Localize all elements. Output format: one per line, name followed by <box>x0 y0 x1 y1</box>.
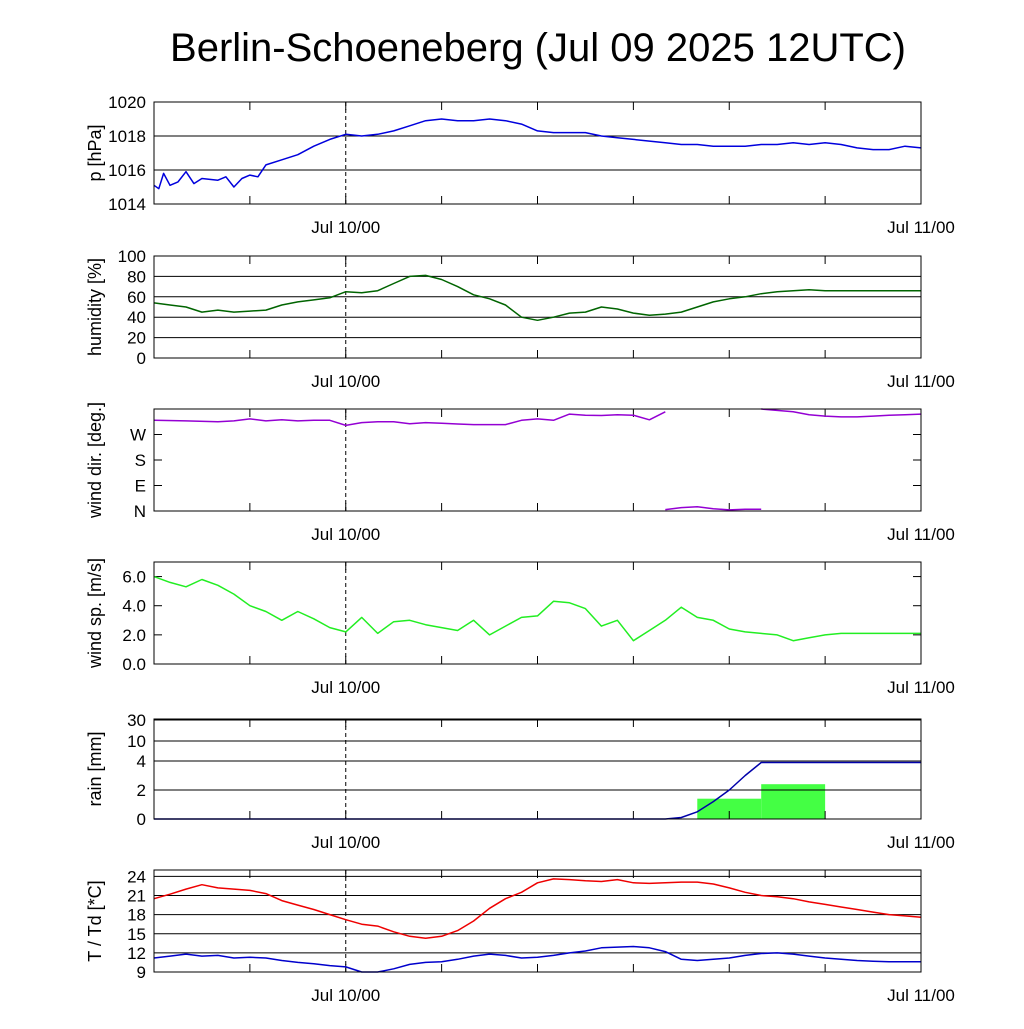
wind_dir-line <box>665 506 762 511</box>
y-tick-label: 0.0 <box>122 655 146 674</box>
x-tick-label: Jul 11/00 <box>887 372 955 391</box>
y-tick-label: 2.0 <box>122 626 146 645</box>
y-tick-label: 24 <box>127 867 146 886</box>
y-tick-label: 21 <box>127 887 146 906</box>
y-axis-label: wind sp. [m/s] <box>85 558 105 669</box>
y-tick-label: 0 <box>137 349 146 368</box>
y-tick-label: 30 <box>127 711 146 730</box>
rain-bar <box>761 784 826 819</box>
y-tick-label: 2 <box>137 781 146 800</box>
y-tick-label: 80 <box>127 267 146 286</box>
y-axis-label: wind dir. [deg.] <box>85 402 105 519</box>
x-tick-label: Jul 11/00 <box>887 833 955 852</box>
x-tick-label: Jul 10/00 <box>311 833 380 852</box>
temperature-line <box>153 878 922 939</box>
panel-frame <box>153 408 922 512</box>
y-tick-label: 15 <box>127 925 146 944</box>
y-tick-label: 1016 <box>108 161 146 180</box>
x-tick-label: Jul 11/00 <box>887 218 955 237</box>
y-tick-label: 0 <box>137 810 146 829</box>
x-tick-label: Jul 10/00 <box>311 525 380 544</box>
y-tick-label: 1020 <box>108 93 146 112</box>
wind_dir-line <box>761 408 922 418</box>
y-tick-label: 12 <box>127 944 146 963</box>
y-tick-label: 4 <box>137 752 146 771</box>
wind_dir-line <box>153 411 666 427</box>
x-tick-label: Jul 11/00 <box>887 986 955 1005</box>
y-axis-label: rain [mm] <box>85 731 105 806</box>
y-axis-label: p [hPa] <box>85 124 105 181</box>
y-tick-label: 1018 <box>108 127 146 146</box>
x-tick-label: Jul 10/00 <box>311 218 380 237</box>
pressure-line <box>153 118 922 190</box>
x-tick-label: Jul 11/00 <box>887 678 955 697</box>
y-tick-label: N <box>134 502 146 521</box>
rain-bar <box>697 798 762 819</box>
chart-title: Berlin-Schoeneberg (Jul 09 2025 12UTC) <box>170 26 906 70</box>
panel-frame <box>153 718 922 820</box>
y-tick-label: 10 <box>127 732 146 751</box>
y-tick-label: W <box>130 426 146 445</box>
y-tick-label: 60 <box>127 288 146 307</box>
wind_speed-line <box>153 575 921 642</box>
x-tick-label: Jul 10/00 <box>311 986 380 1005</box>
y-tick-label: 6.0 <box>122 568 146 587</box>
y-tick-label: 100 <box>118 247 146 266</box>
y-axis-label: humidity [%] <box>85 258 105 356</box>
x-tick-label: Jul 11/00 <box>887 525 955 544</box>
x-tick-label: Jul 10/00 <box>311 678 380 697</box>
panel-frame <box>153 869 922 973</box>
y-tick-label: 9 <box>137 963 146 982</box>
y-tick-label: 4.0 <box>122 597 146 616</box>
panel-frame <box>153 561 922 665</box>
panel-frame <box>153 255 922 359</box>
y-tick-label: 40 <box>127 308 146 327</box>
panel-frame <box>153 101 922 205</box>
y-tick-label: 1014 <box>108 195 146 214</box>
y-tick-label: 18 <box>127 906 146 925</box>
y-axis-label: T / Td [*C] <box>85 880 105 961</box>
y-tick-label: 20 <box>127 329 146 348</box>
x-tick-label: Jul 10/00 <box>311 372 380 391</box>
humidity-line <box>153 274 921 322</box>
dewpoint-line <box>153 945 921 973</box>
y-tick-label: E <box>135 477 146 496</box>
y-tick-label: S <box>135 451 146 470</box>
